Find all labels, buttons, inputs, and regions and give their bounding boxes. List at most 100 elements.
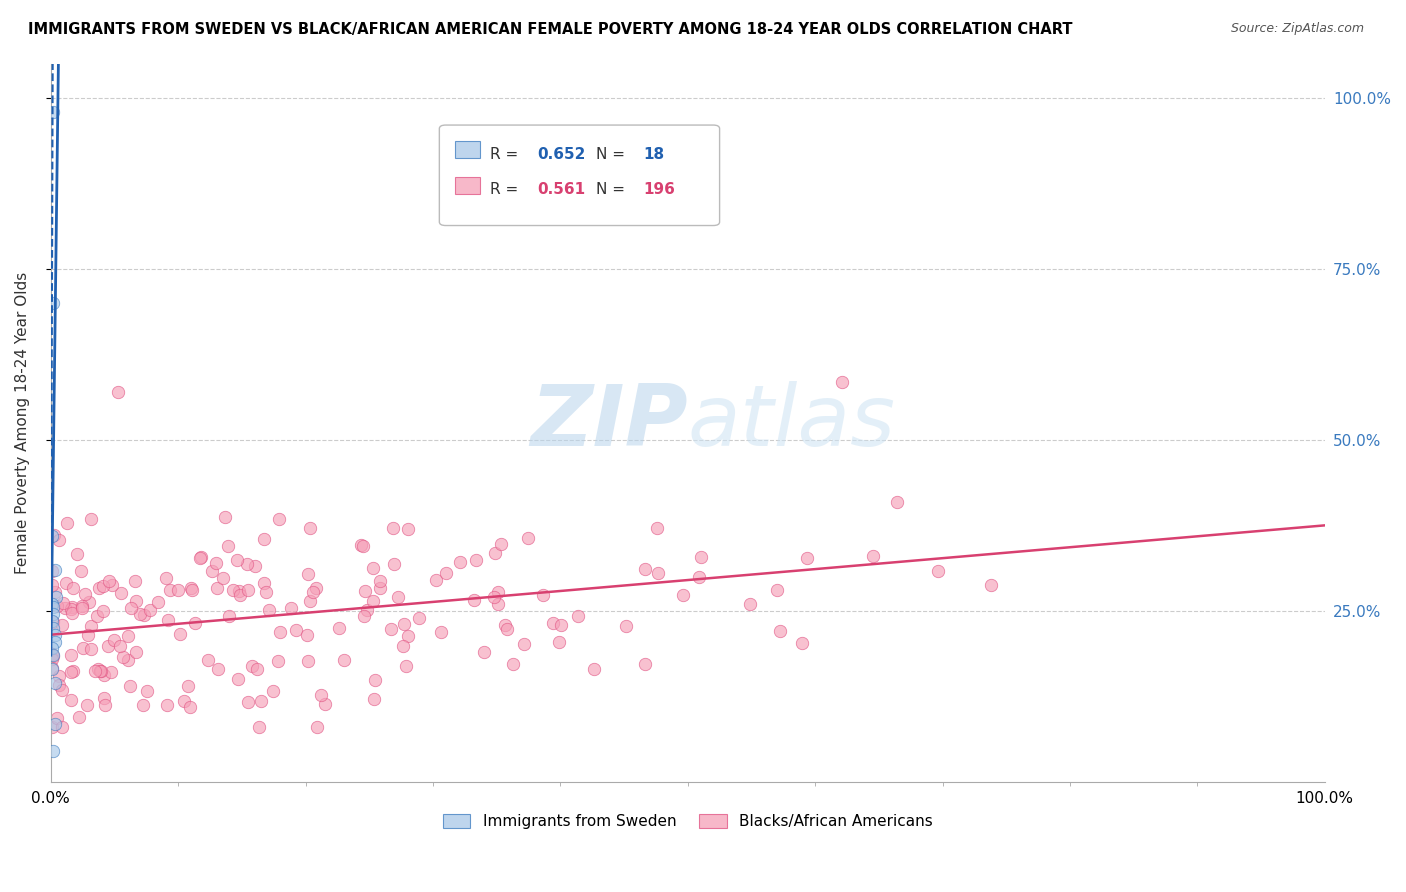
Point <box>792 636 814 650</box>
Point <box>48 533 70 547</box>
Text: N =: N = <box>596 183 630 197</box>
Point <box>100 578 122 592</box>
Point <box>380 622 402 636</box>
Point <box>93 604 115 618</box>
Point <box>472 645 495 659</box>
Point <box>229 588 252 602</box>
Text: Source: ZipAtlas.com: Source: ZipAtlas.com <box>1230 22 1364 36</box>
Point <box>72 601 94 615</box>
Point <box>42 600 65 615</box>
Point <box>44 675 66 690</box>
Point <box>111 650 134 665</box>
Point <box>429 625 451 640</box>
Point <box>352 540 374 554</box>
Point <box>44 585 66 599</box>
Point <box>59 665 82 680</box>
Point <box>117 629 139 643</box>
Point <box>550 617 572 632</box>
Point <box>197 653 219 667</box>
Point <box>262 683 284 698</box>
Point <box>41 597 63 611</box>
Point <box>148 595 170 609</box>
Point <box>179 699 201 714</box>
Point <box>671 588 693 602</box>
Point <box>110 585 132 599</box>
Point <box>132 698 155 713</box>
Point <box>86 609 108 624</box>
Point <box>368 581 391 595</box>
Point <box>52 596 75 610</box>
Point <box>93 668 115 682</box>
Point <box>212 571 235 585</box>
Text: 18: 18 <box>643 146 664 161</box>
Point <box>103 632 125 647</box>
Text: ZIP: ZIP <box>530 382 688 465</box>
Point <box>45 711 67 725</box>
FancyBboxPatch shape <box>454 177 479 194</box>
Point <box>269 512 291 526</box>
Point <box>42 296 65 310</box>
Point <box>204 556 226 570</box>
Point <box>381 521 404 535</box>
Point <box>927 564 949 578</box>
Point <box>100 665 122 679</box>
Point <box>253 532 276 546</box>
Point <box>44 528 66 542</box>
Point <box>44 563 66 577</box>
Point <box>190 550 212 565</box>
Point <box>434 566 457 580</box>
Point <box>125 594 148 608</box>
Point <box>77 595 100 609</box>
Point <box>62 665 84 679</box>
Point <box>302 585 325 599</box>
Point <box>41 652 63 666</box>
Point <box>59 693 82 707</box>
FancyBboxPatch shape <box>454 141 479 159</box>
Point <box>139 603 162 617</box>
Point <box>494 618 516 632</box>
Point <box>247 720 270 734</box>
Point <box>42 104 65 119</box>
Point <box>173 694 195 708</box>
Point <box>117 652 139 666</box>
Text: 196: 196 <box>643 183 675 197</box>
Point <box>41 720 63 734</box>
Point <box>200 564 222 578</box>
Point <box>305 581 328 595</box>
Point <box>214 509 236 524</box>
Point <box>42 621 65 635</box>
Point <box>183 615 205 630</box>
Point <box>647 521 669 535</box>
Point <box>395 658 418 673</box>
Point <box>60 606 83 620</box>
Point <box>89 664 111 678</box>
Point <box>60 599 83 614</box>
Point <box>205 582 228 596</box>
Point <box>314 697 336 711</box>
Point <box>252 576 274 591</box>
Point <box>125 645 148 659</box>
Point <box>392 617 415 632</box>
Point <box>647 566 669 580</box>
Point <box>128 607 150 621</box>
Text: 0.561: 0.561 <box>537 183 585 197</box>
Point <box>425 574 447 588</box>
Point <box>72 599 94 613</box>
Point <box>238 695 260 709</box>
Point <box>222 582 245 597</box>
Point <box>496 622 519 636</box>
Point <box>980 578 1002 592</box>
Point <box>75 587 97 601</box>
Point <box>796 551 818 566</box>
Text: 0.652: 0.652 <box>537 146 586 161</box>
Point <box>548 635 571 649</box>
Point <box>169 627 191 641</box>
Point <box>392 639 415 653</box>
Point <box>236 557 259 571</box>
Point <box>156 613 179 627</box>
Point <box>280 600 302 615</box>
Point <box>387 590 409 604</box>
Point <box>408 610 430 624</box>
Point <box>56 516 79 530</box>
Point <box>465 552 488 566</box>
